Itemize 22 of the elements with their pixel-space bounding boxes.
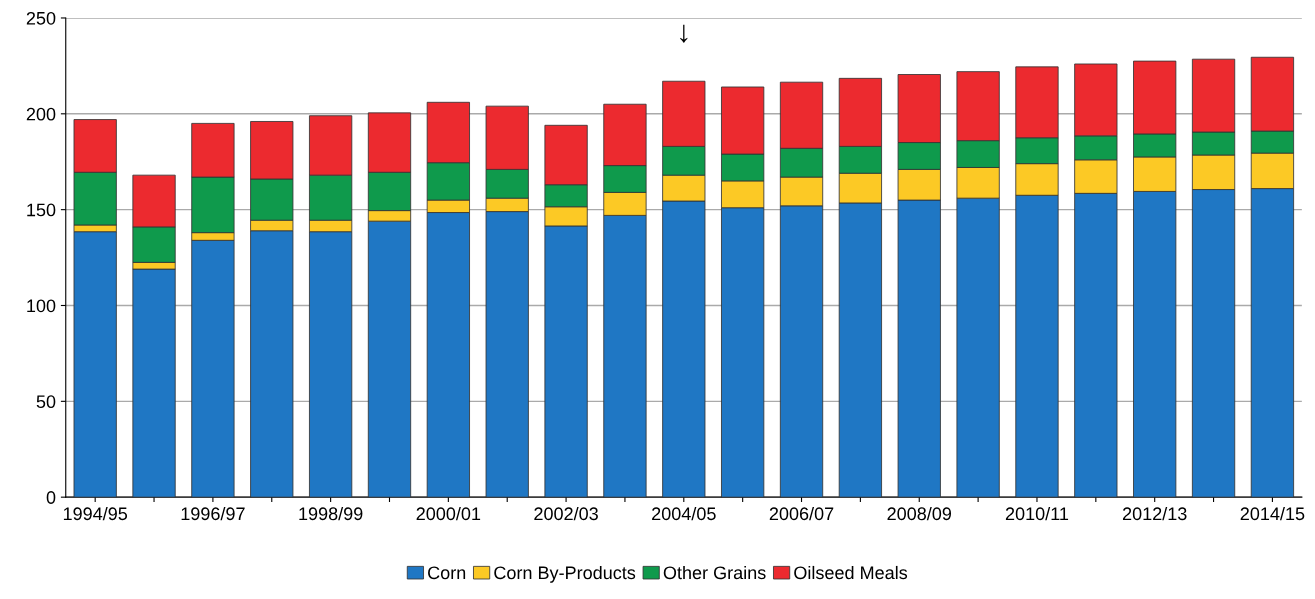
y-tick-label: 250 [26, 11, 56, 25]
x-tick-label: 2000/01 [416, 506, 481, 521]
x-tick-label: 2002/03 [534, 506, 598, 521]
x-tick-label: 2012/13 [1122, 506, 1187, 521]
x-tick-label: 2004/05 [652, 506, 716, 521]
y-tick-label: 0 [46, 491, 56, 504]
x-tick-label: 1998/99 [299, 506, 363, 521]
legend-label: Corn By-Products [494, 565, 636, 583]
y-tick-label: 150 [27, 203, 56, 217]
x-tick-label: 2014/15 [1240, 506, 1305, 521]
legend-label: Oilseed Meals [794, 565, 908, 580]
y-tick-label: 50 [36, 395, 56, 409]
x-tick-label: 1996/97 [181, 506, 245, 521]
x-tick-label: 2008/09 [887, 506, 952, 521]
legend-label: Other Grains [663, 565, 766, 580]
x-tick-label: 1994/95 [63, 506, 128, 521]
legend-label: Corn [428, 566, 466, 580]
annotation: ↓ [680, 24, 688, 43]
y-tick-label: 100 [27, 299, 56, 313]
x-tick-label: 2006/07 [769, 506, 834, 521]
y-tick-label: 200 [26, 107, 56, 121]
x-tick-label: 2010/11 [1005, 506, 1069, 521]
